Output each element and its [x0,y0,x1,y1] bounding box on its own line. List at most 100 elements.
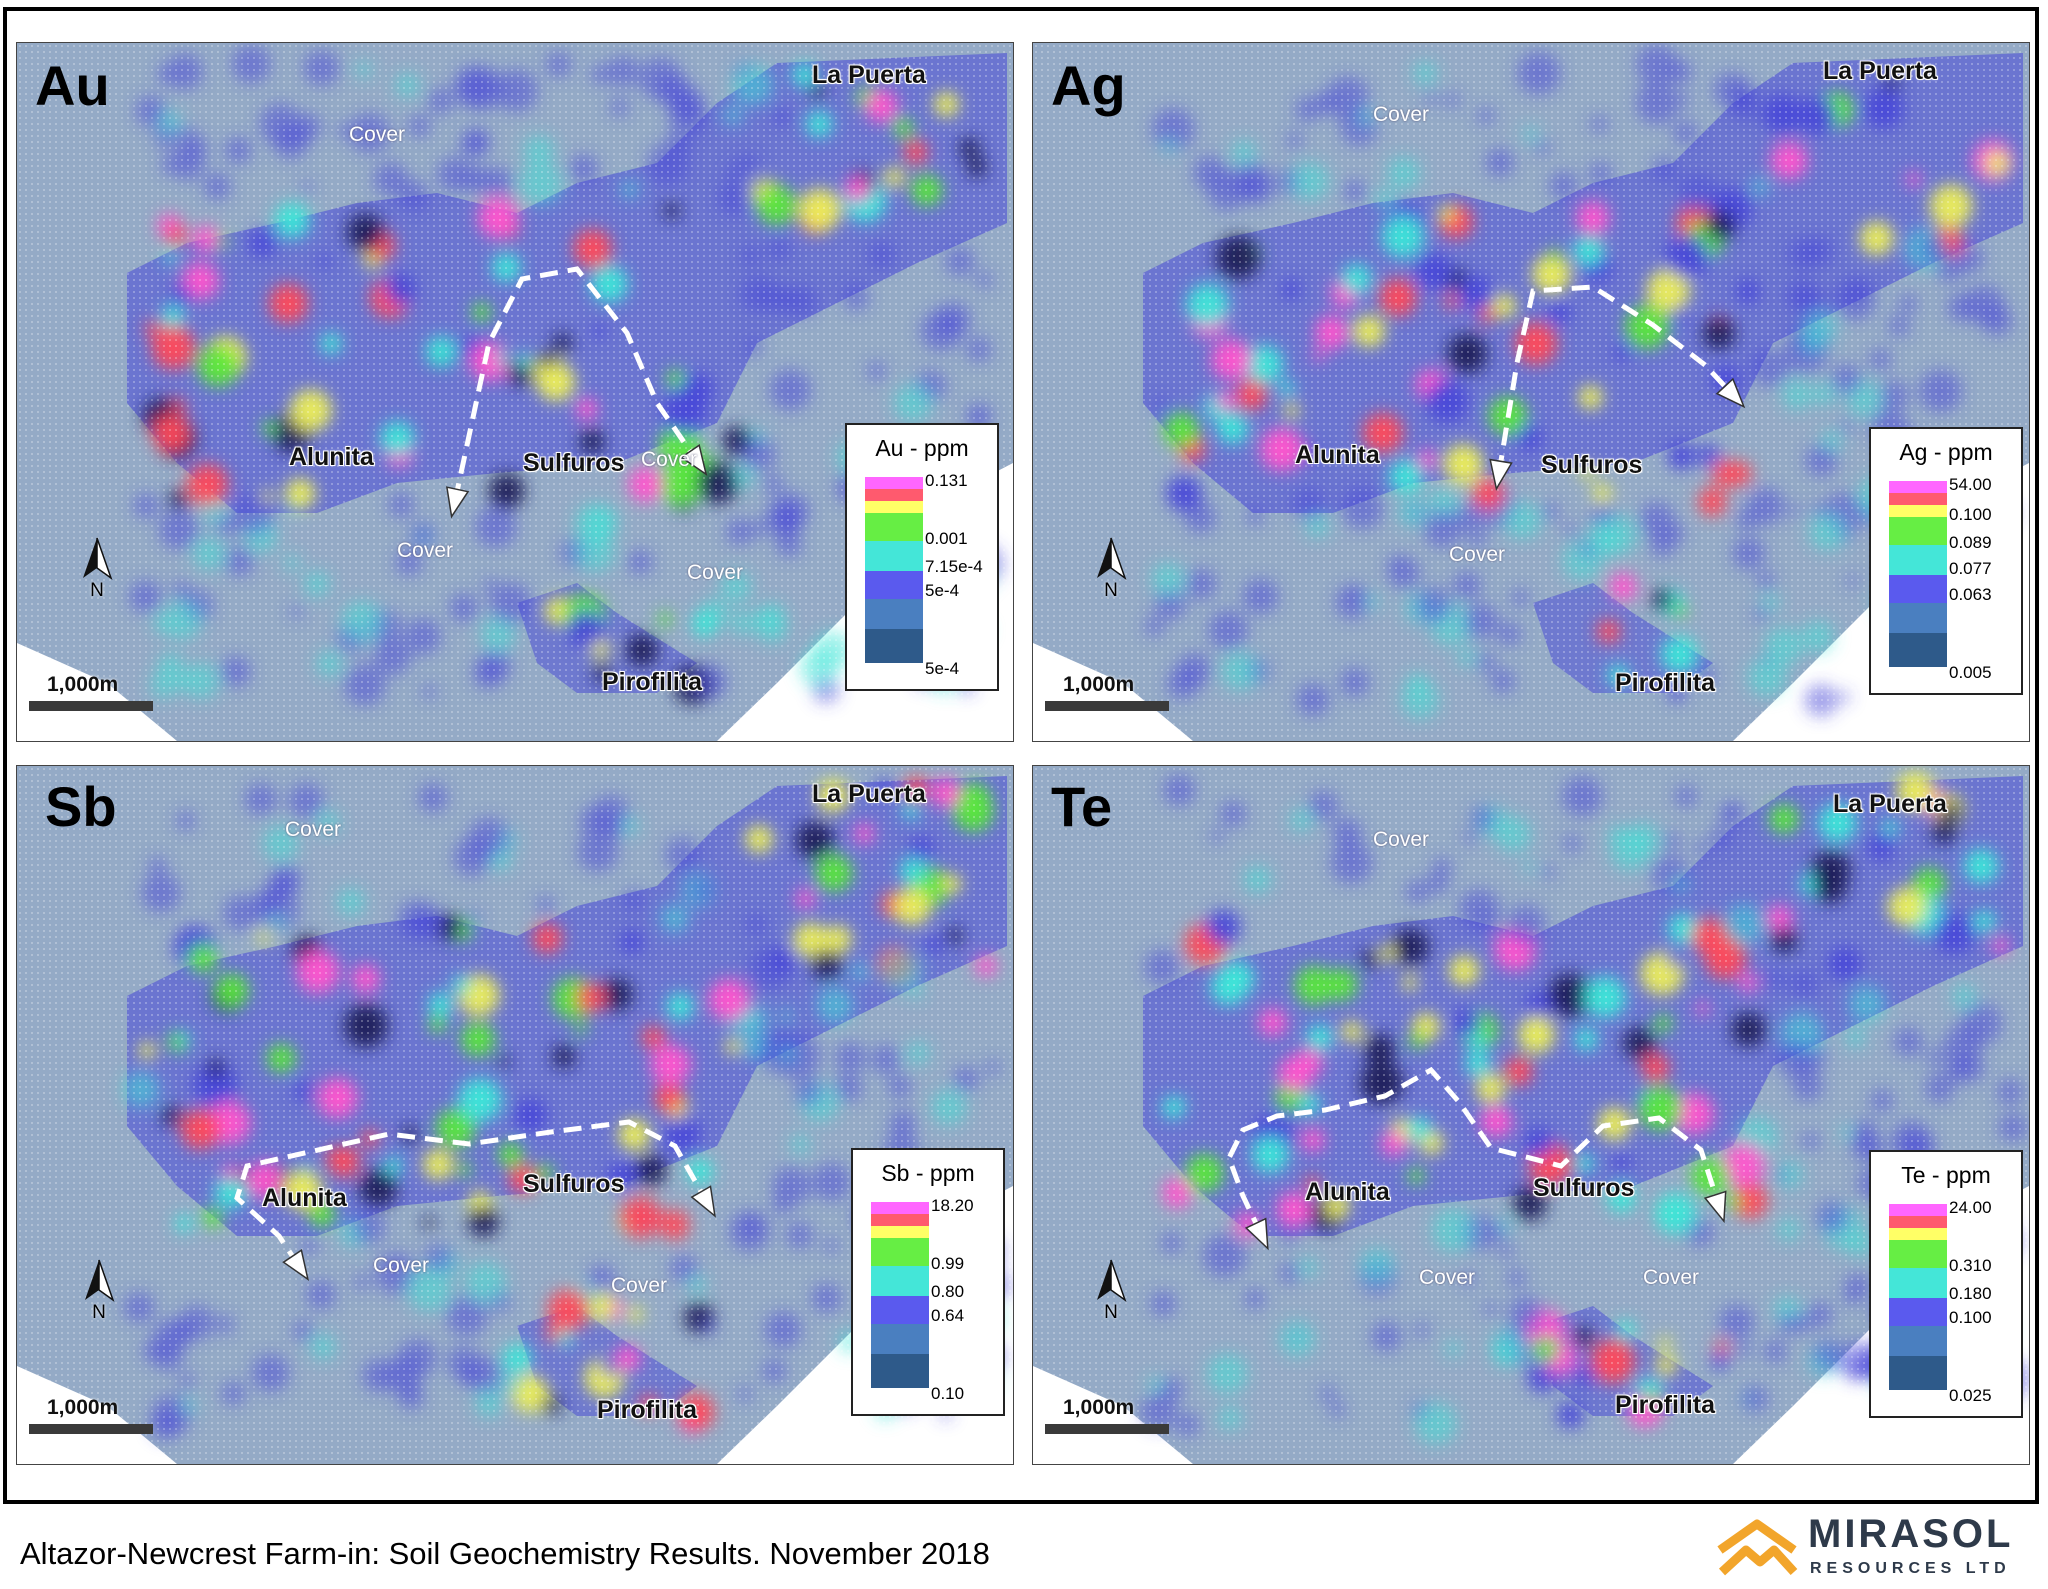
cover-label: Cover [1373,103,1430,126]
north-label: N [90,580,104,601]
logo-subtitle: RESOURCES LTD [1810,1560,2011,1577]
cover-label: Cover [373,1254,430,1277]
legend-tick-label: 0.80 [931,1282,965,1301]
stipple-texture [17,766,1013,1464]
element-symbol: Te [1051,775,1113,838]
legend-tick-label: 0.310 [1949,1256,1992,1275]
legend-tick-label: 0.005 [1949,663,1992,682]
legend-tick-label: 0.180 [1949,1284,1992,1303]
legend-tick-label: 0.131 [925,471,968,490]
cover-label: Cover [611,1274,668,1297]
north-arrow: N [69,1258,129,1328]
stipple-texture [1033,43,2029,741]
legend-swatch [871,1266,929,1296]
cover-label: Cover [285,818,342,841]
north-arrow-icon [1097,1259,1127,1302]
cover-label: Cover [687,561,744,584]
map-panel-sb: Sb La Puerta Alunita Sulfuros Pirofilita Cove… [16,765,1014,1465]
prospect-label-pirofilita: Pirofilita [597,1396,698,1424]
legend-swatch [1889,545,1947,575]
legend-swatch [1889,1326,1947,1356]
legend-title: Te - ppm [1901,1162,1991,1188]
legend-tick-label: 5e-4 [925,659,960,678]
legend-swatch [865,477,923,489]
legend-swatch [1889,493,1947,505]
legend-title: Sb - ppm [881,1160,975,1186]
geochem-map [1033,766,2029,1464]
legend-swatch [1889,1240,1947,1268]
north-arrow: N [1081,536,1141,606]
legend-tick-label: 0.10 [931,1384,965,1403]
map-panel-au: Au La Puerta Alunita Sulfuros Pirofilita Cove… [16,42,1014,742]
prospect-label-la-puerta: La Puerta [812,780,926,808]
legend-swatch [871,1226,929,1238]
scale-bar: 1,000m [29,1396,153,1434]
legend-swatch [1889,633,1947,667]
legend-tick-label: 54.00 [1949,475,1992,494]
legend-swatch [865,629,923,663]
prospect-label-sulfuros: Sulfuros [523,1170,625,1198]
legend-swatch [1889,1298,1947,1326]
legend-swatch [865,571,923,599]
legend-tick-label: 7.15e-4 [925,557,983,576]
cover-label: Cover [1373,828,1430,851]
scale-label: 1,000m [1063,673,1135,696]
mountain-chevron-logo-icon [1717,1519,1798,1576]
legend-swatch [1889,1216,1947,1228]
legend-swatch [871,1214,929,1226]
legend-swatches [865,477,923,675]
legend-tick-label: 5e-4 [925,581,960,600]
legend: Ag - ppm 54.00 0.100 0.089 0.077 0.063 0.005 [1869,427,2023,695]
map-panel-te: Te La Puerta Alunita Sulfuros Pirofilita Cove… [1032,765,2030,1465]
prospect-label-pirofilita: Pirofilita [1615,669,1716,697]
legend-tick-label: 0.001 [925,529,968,548]
legend: Sb - ppm 18.20 0.99 0.80 0.64 0.10 [851,1148,1005,1416]
cover-label: Cover [349,123,406,146]
prospect-label-alunita: Alunita [1305,1178,1390,1206]
north-arrow: N [1081,1258,1141,1328]
trend-arrow-icon [1489,458,1513,491]
trend-arrow-icon [445,486,470,519]
legend-title: Au - ppm [875,435,969,461]
trend-line [452,266,700,502]
north-label: N [1104,1302,1118,1323]
prospect-label-la-puerta: La Puerta [1823,57,1937,85]
prospect-label-alunita: Alunita [262,1184,347,1212]
element-symbol: Au [35,54,110,117]
trend-arrow-icon [680,443,708,476]
stipple-texture [1033,766,2029,1464]
element-symbol: Ag [1051,54,1126,117]
element-symbol: Sb [45,775,117,838]
figure-caption: Altazor-Newcrest Farm-in: Soil Geochemis… [20,1536,990,1571]
north-arrow-icon [85,1259,115,1302]
legend-swatch [871,1324,929,1354]
geochem-map [17,766,1013,1464]
scale-bar-graphic [1045,1424,1169,1434]
legend-swatch [871,1238,929,1266]
legend-swatch [871,1202,929,1214]
legend-swatch [1889,1356,1947,1390]
legend-swatches [1889,481,1947,679]
logo-name: MIRASOL [1808,1512,2014,1556]
legend-swatch [871,1296,929,1324]
cover-label: Cover [397,539,454,562]
geochem-map [1033,43,2029,741]
cover-label: Cover [1449,543,1506,566]
legend-swatch [865,501,923,513]
trend-arrow-icon [1715,377,1746,409]
legend: Au - ppm 0.131 0.001 7.15e-4 5e-4 5e-4 [845,423,999,691]
cover-label: Cover [1643,1266,1700,1289]
legend-swatch [865,513,923,541]
prospect-label-la-puerta: La Puerta [1833,790,1947,818]
trend-arrow-icon [1703,1190,1727,1224]
scale-label: 1,000m [1063,1396,1135,1419]
trend-line [1226,1066,1722,1236]
legend-swatch [1889,1204,1947,1216]
legend-swatch [1889,575,1947,603]
legend-swatches [871,1202,929,1400]
prospect-label-pirofilita: Pirofilita [1615,1391,1716,1419]
north-label: N [92,1302,106,1323]
scale-bar-graphic [29,1424,153,1434]
legend-tick-label: 18.20 [931,1196,974,1215]
trend-arrow-icon [690,1185,716,1218]
